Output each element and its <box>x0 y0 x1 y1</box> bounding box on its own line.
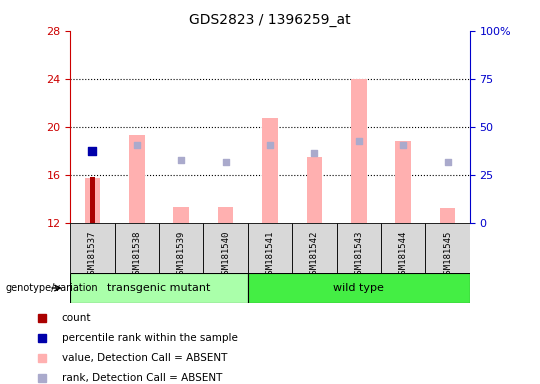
Point <box>221 159 230 165</box>
Bar <box>248 223 292 273</box>
Bar <box>381 223 426 273</box>
Bar <box>440 209 455 223</box>
Text: GSM181545: GSM181545 <box>443 230 452 278</box>
Bar <box>70 223 114 273</box>
Point <box>354 138 363 144</box>
Text: count: count <box>62 313 91 323</box>
Title: GDS2823 / 1396259_at: GDS2823 / 1396259_at <box>189 13 351 27</box>
Text: value, Detection Call = ABSENT: value, Detection Call = ABSENT <box>62 353 227 363</box>
Bar <box>395 141 411 223</box>
Point <box>177 157 186 164</box>
Text: GSM181542: GSM181542 <box>310 230 319 278</box>
Text: GSM181537: GSM181537 <box>88 230 97 278</box>
Text: GSM181544: GSM181544 <box>399 230 408 278</box>
Text: transgenic mutant: transgenic mutant <box>107 283 211 293</box>
Bar <box>426 223 470 273</box>
Bar <box>129 135 145 223</box>
Point <box>88 148 97 154</box>
Bar <box>90 177 95 223</box>
Bar <box>114 223 159 273</box>
Bar <box>85 178 100 223</box>
Bar <box>218 207 233 223</box>
Text: rank, Detection Call = ABSENT: rank, Detection Call = ABSENT <box>62 373 222 383</box>
Bar <box>70 273 248 303</box>
Text: GSM181541: GSM181541 <box>266 230 274 278</box>
Text: GSM181540: GSM181540 <box>221 230 230 278</box>
Point <box>310 150 319 156</box>
Bar <box>248 273 470 303</box>
Bar <box>292 223 336 273</box>
Text: GSM181543: GSM181543 <box>354 230 363 278</box>
Point <box>132 142 141 148</box>
Bar <box>307 157 322 223</box>
Text: GSM181538: GSM181538 <box>132 230 141 278</box>
Bar <box>336 223 381 273</box>
Text: percentile rank within the sample: percentile rank within the sample <box>62 333 238 343</box>
Text: GSM181539: GSM181539 <box>177 230 186 278</box>
Text: wild type: wild type <box>333 283 384 293</box>
Bar <box>351 79 367 223</box>
Bar <box>204 223 248 273</box>
Bar <box>159 223 204 273</box>
Bar <box>173 207 189 223</box>
Point <box>443 159 452 165</box>
Bar <box>262 118 278 223</box>
Point <box>399 142 408 148</box>
Text: genotype/variation: genotype/variation <box>5 283 98 293</box>
Point <box>266 142 274 148</box>
